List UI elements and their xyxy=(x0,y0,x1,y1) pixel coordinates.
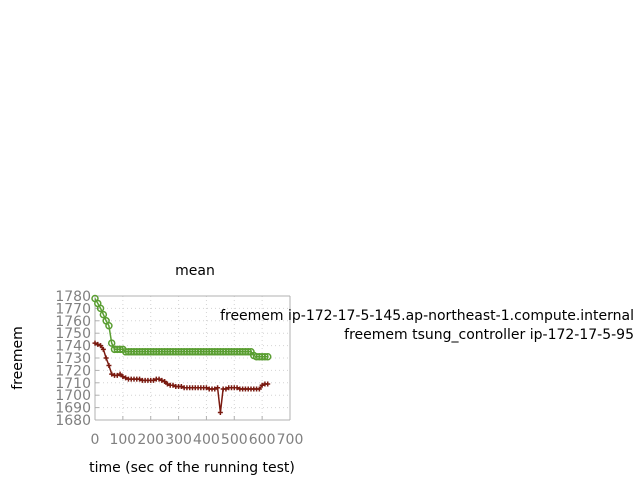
data-point xyxy=(106,362,112,368)
y-tick-label: 1740 xyxy=(55,339,91,355)
data-point xyxy=(263,353,272,361)
x-axis-label: time (sec of the running test) xyxy=(89,460,295,476)
y-tick-label: 1780 xyxy=(55,289,91,305)
x-tick-label: 400 xyxy=(193,432,220,448)
data-point xyxy=(103,355,109,361)
data-point xyxy=(244,348,252,356)
series-2 xyxy=(92,340,271,416)
data-point xyxy=(109,371,115,377)
series-layer xyxy=(91,294,272,416)
data-point xyxy=(265,381,271,387)
data-point xyxy=(92,340,98,346)
y-tick-label: 1760 xyxy=(55,314,91,330)
y-tick-label: 1710 xyxy=(55,376,91,392)
data-point xyxy=(234,385,240,391)
data-point xyxy=(215,385,221,391)
y-axis-label: freemem xyxy=(10,326,26,390)
x-tick-label: 300 xyxy=(165,432,192,448)
y-tick-label: 1750 xyxy=(55,326,91,342)
data-point xyxy=(123,375,129,381)
x-tick-label: 600 xyxy=(249,432,276,448)
x-tick-label: 200 xyxy=(137,432,164,448)
series-1 xyxy=(91,294,272,361)
legend-label: freemem ip-172-17-5-145.ap-northeast-1.c… xyxy=(220,308,634,324)
y-tick-label: 1770 xyxy=(55,301,91,317)
data-point xyxy=(162,379,168,385)
x-tick-label: 700 xyxy=(277,432,304,448)
y-tick-label: 1730 xyxy=(55,351,91,367)
data-point xyxy=(164,381,170,387)
y-tick-label: 1700 xyxy=(55,388,91,404)
data-point xyxy=(203,385,209,391)
data-point xyxy=(178,384,184,390)
x-tick-label: 100 xyxy=(109,432,136,448)
data-point xyxy=(212,386,218,392)
data-point xyxy=(156,376,162,382)
data-point xyxy=(223,386,229,392)
legend-label: freemem tsung_controller ip-172-17-5-95 xyxy=(344,327,634,343)
data-point xyxy=(114,372,120,378)
data-point xyxy=(95,341,101,347)
data-point xyxy=(107,339,116,347)
x-tick-label: 0 xyxy=(91,432,100,448)
data-point xyxy=(100,346,106,352)
y-tick-label: 1720 xyxy=(55,363,91,379)
y-tick-label: 1690 xyxy=(55,401,91,417)
legend: freemem ip-172-17-5-145.ap-northeast-1.c… xyxy=(220,308,634,343)
data-point xyxy=(159,377,165,383)
data-point xyxy=(170,382,176,388)
chart-title: mean xyxy=(175,263,215,279)
data-point xyxy=(105,322,113,330)
y-tick-label: 1680 xyxy=(55,413,91,429)
data-point xyxy=(137,376,143,382)
data-point xyxy=(151,377,156,383)
x-tick-label: 500 xyxy=(221,432,248,448)
data-point xyxy=(259,382,265,388)
ticks: 1680169017001710172017301740175017601770… xyxy=(55,289,303,448)
data-point xyxy=(96,304,105,313)
data-point xyxy=(217,410,223,416)
data-point xyxy=(99,310,108,319)
data-point xyxy=(261,353,269,361)
data-point xyxy=(120,374,126,380)
data-point xyxy=(117,371,123,377)
axes xyxy=(94,295,291,421)
data-point xyxy=(256,386,262,392)
data-point xyxy=(98,343,104,349)
